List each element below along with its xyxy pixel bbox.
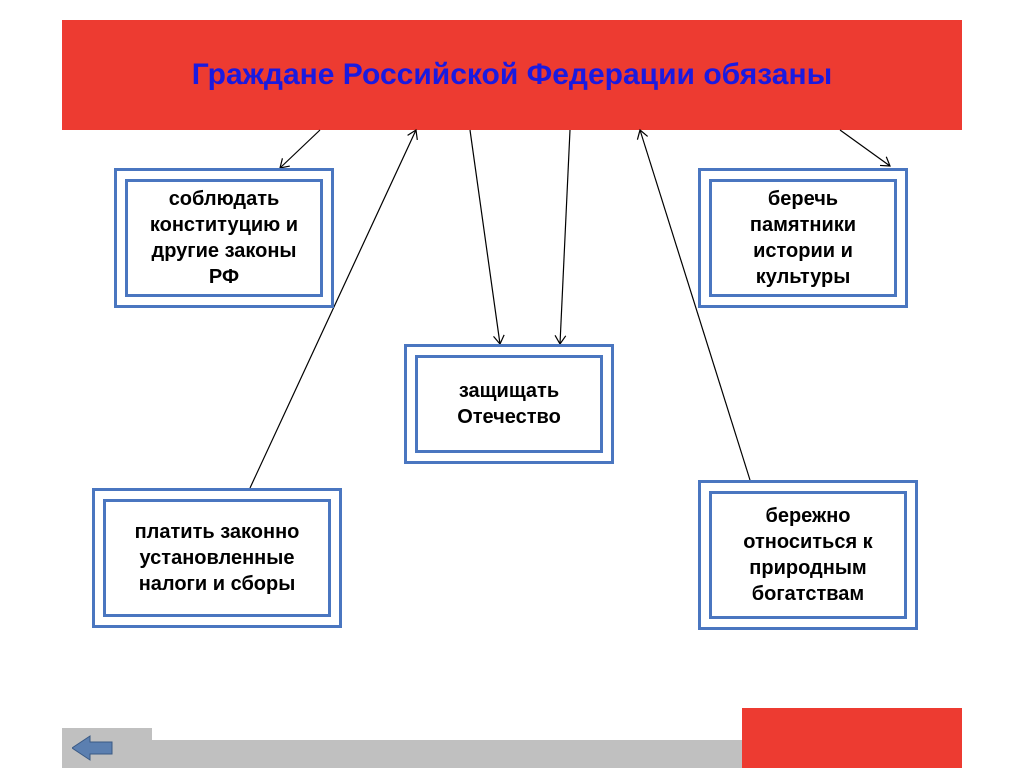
arrow-head-0	[280, 158, 290, 168]
node-label-n2: беречь памятники истории и культуры	[720, 186, 886, 290]
node-label-n4: платить законно установленные налоги и с…	[114, 519, 320, 597]
node-label-n1: соблюдать конституцию и другие законы РФ	[136, 186, 312, 290]
footer-block-mid	[152, 740, 742, 768]
node-inner-n1: соблюдать конституцию и другие законы РФ	[125, 179, 323, 297]
node-inner-n5: бережно относиться к природным богатства…	[709, 491, 907, 619]
node-n3: защищать Отечество	[404, 344, 614, 464]
footer-block-red	[742, 708, 962, 768]
node-inner-n4: платить законно установленные налоги и с…	[103, 499, 331, 617]
title-bar: Граждане Российской Федерации обязаны	[62, 20, 962, 130]
arrow-line-1	[470, 130, 500, 344]
arrow-head-4	[637, 130, 647, 140]
page-title: Граждане Российской Федерации обязаны	[192, 58, 832, 92]
node-n1: соблюдать конституцию и другие законы РФ	[114, 168, 334, 308]
arrow-line-0	[280, 130, 320, 168]
node-label-n5: бережно относиться к природным богатства…	[720, 503, 896, 607]
arrow-head-1	[494, 335, 505, 344]
node-n5: бережно относиться к природным богатства…	[698, 480, 918, 630]
node-inner-n3: защищать Отечество	[415, 355, 603, 453]
node-n2: беречь памятники истории и культуры	[698, 168, 908, 308]
node-inner-n2: беречь памятники истории и культуры	[709, 179, 897, 297]
back-icon[interactable]	[72, 734, 132, 762]
node-label-n3: защищать Отечество	[426, 378, 592, 430]
arrow-line-5	[840, 130, 890, 166]
arrow-head-2	[555, 335, 566, 344]
arrow-head-5	[880, 157, 890, 166]
arrow-line-2	[560, 130, 570, 344]
node-n4: платить законно установленные налоги и с…	[92, 488, 342, 628]
arrow-head-3	[408, 130, 418, 140]
